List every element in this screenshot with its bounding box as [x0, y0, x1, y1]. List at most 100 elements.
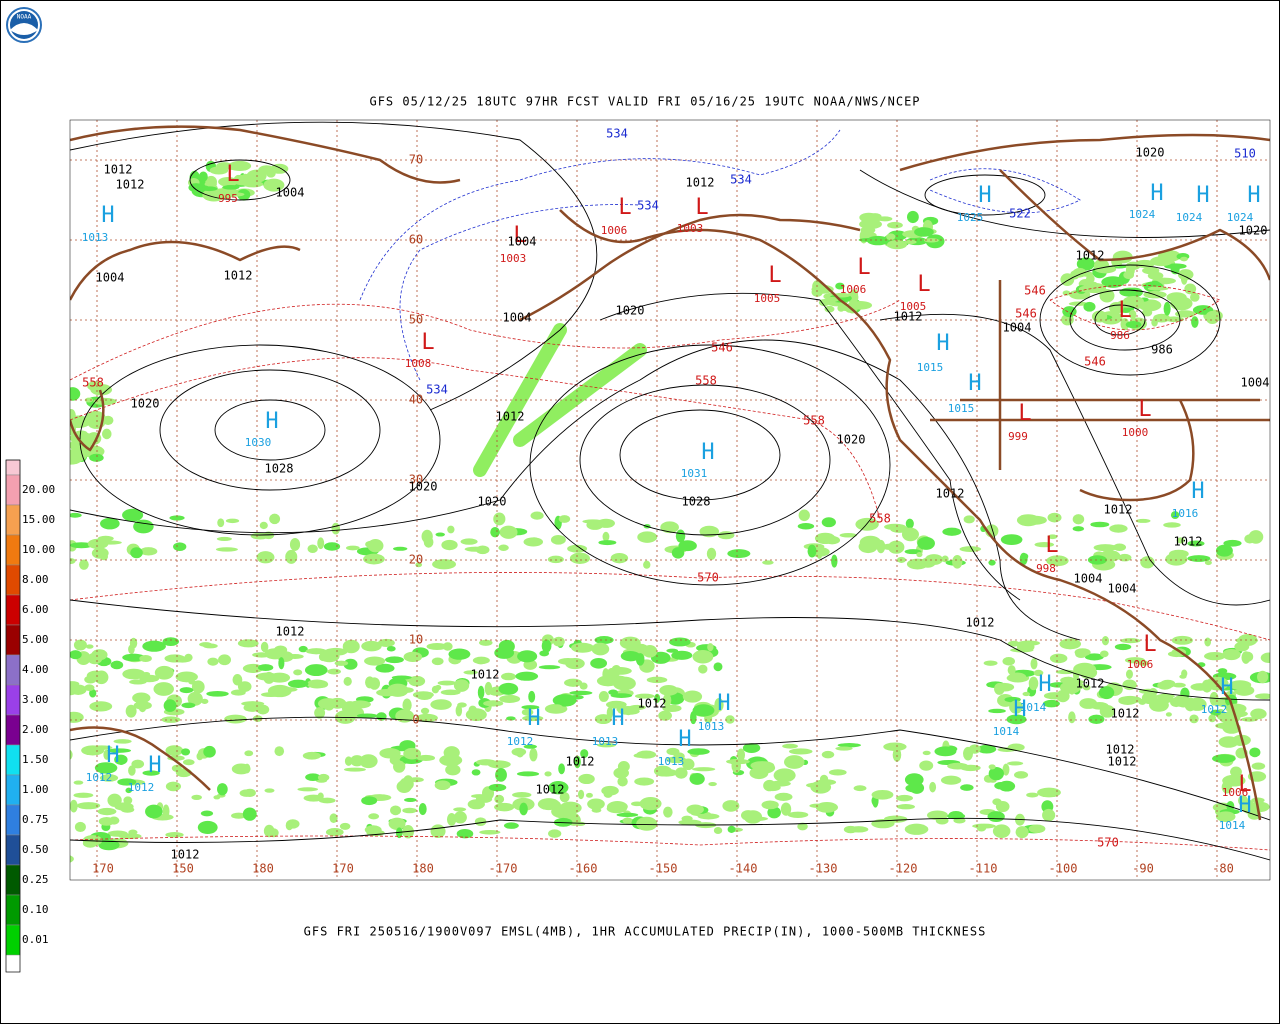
precip-area	[435, 684, 442, 691]
precip-area	[602, 531, 610, 542]
precip-area	[580, 749, 589, 759]
precip-area	[131, 759, 145, 769]
precip-area	[1251, 797, 1265, 803]
precip-area	[365, 676, 375, 689]
thickness-contour	[929, 168, 1081, 214]
precip-area	[393, 546, 408, 551]
isobar-label: 1020	[837, 433, 866, 447]
precip-area	[453, 679, 470, 692]
precip-area	[544, 771, 552, 777]
legend-swatch	[5, 534, 21, 566]
isobar-label: 1012	[1111, 707, 1140, 721]
pressure-center-value: 1014	[993, 725, 1020, 738]
precip-area	[821, 750, 835, 759]
pressure-center-value: 1014	[1219, 819, 1246, 832]
precip-area	[324, 647, 348, 656]
pressure-center-symbol: L	[917, 272, 930, 297]
precip-area	[988, 766, 1004, 781]
coastline	[70, 240, 301, 301]
precip-area	[1225, 703, 1247, 714]
precip-area	[297, 787, 319, 792]
precip-area	[1223, 539, 1242, 547]
precip-area	[98, 817, 115, 826]
precip-area	[1140, 556, 1155, 569]
legend-label: 0.75	[22, 813, 49, 826]
precip-area	[207, 657, 219, 666]
precip-area	[1042, 699, 1060, 708]
precip-area	[590, 658, 608, 669]
precip-area	[722, 800, 740, 812]
legend-swatch	[5, 594, 21, 626]
precip-area	[654, 693, 661, 704]
precip-area	[432, 559, 457, 570]
thickness-label: 510	[1234, 147, 1256, 161]
legend-swatch	[5, 894, 21, 926]
pressure-center-symbol: L	[1118, 298, 1131, 323]
precip-area	[552, 801, 562, 816]
precip-area	[558, 515, 571, 523]
isobar-label: 1028	[682, 495, 711, 509]
precip-area	[263, 824, 275, 838]
legend-label: 0.50	[22, 843, 49, 856]
precip-area	[1172, 682, 1186, 688]
precip-area	[393, 760, 406, 773]
precip-area	[316, 680, 329, 688]
precip-area	[866, 235, 889, 246]
thickness-label: 570	[1097, 836, 1119, 850]
precip-area	[963, 515, 975, 524]
pressure-center-value: 1006	[840, 283, 867, 296]
precip-area	[963, 746, 973, 761]
precip-area	[1135, 518, 1151, 523]
pressure-center-symbol: H	[106, 743, 119, 768]
precip-area	[231, 812, 247, 819]
precip-area	[831, 554, 838, 568]
legend-label: 20.00	[22, 483, 55, 496]
precip-area	[246, 169, 267, 183]
precip-area	[1190, 292, 1200, 302]
precip-area	[227, 192, 245, 197]
precip-area	[519, 802, 528, 816]
precip-area	[634, 777, 655, 786]
pressure-center-symbol: H	[1038, 672, 1051, 697]
precip-area	[298, 645, 308, 653]
precip-area	[130, 547, 143, 559]
precip-area	[624, 707, 633, 716]
precip-area	[774, 792, 793, 802]
precip-area	[494, 794, 505, 804]
legend-swatch	[5, 624, 21, 656]
precip-area	[1165, 712, 1172, 717]
pressure-center-symbol: L	[857, 255, 870, 280]
precip-area	[117, 778, 137, 786]
isobar	[1039, 264, 1221, 376]
precip-area	[1147, 271, 1164, 280]
precip-area	[1226, 800, 1235, 812]
longitude-label: -120	[889, 862, 918, 876]
precip-area	[750, 761, 775, 770]
precip-area	[278, 687, 298, 692]
precip-area	[391, 675, 412, 680]
precip-area	[810, 780, 832, 794]
latitude-label: 70	[409, 153, 423, 167]
precip-area	[477, 685, 485, 700]
precip-area	[682, 690, 703, 703]
precip-area	[1204, 637, 1212, 647]
precip-area	[655, 768, 678, 777]
isobar	[189, 159, 291, 201]
thickness-contour	[1049, 284, 1221, 331]
isobar	[619, 409, 781, 501]
pressure-center-value: 1013	[698, 720, 725, 733]
precip-area	[323, 542, 341, 551]
precip-area	[1037, 787, 1061, 798]
isobar	[159, 369, 381, 491]
precip-area	[1046, 555, 1069, 567]
precip-area	[637, 531, 658, 543]
precip-area	[475, 545, 490, 555]
precip-area	[499, 804, 514, 811]
precip-area	[73, 639, 87, 651]
legend-label: 5.00	[22, 633, 49, 646]
precip-area	[828, 769, 847, 776]
precip-area	[682, 758, 695, 771]
precip-area	[598, 691, 609, 702]
precip-area	[1088, 714, 1105, 724]
longitude-label: -170	[489, 862, 518, 876]
